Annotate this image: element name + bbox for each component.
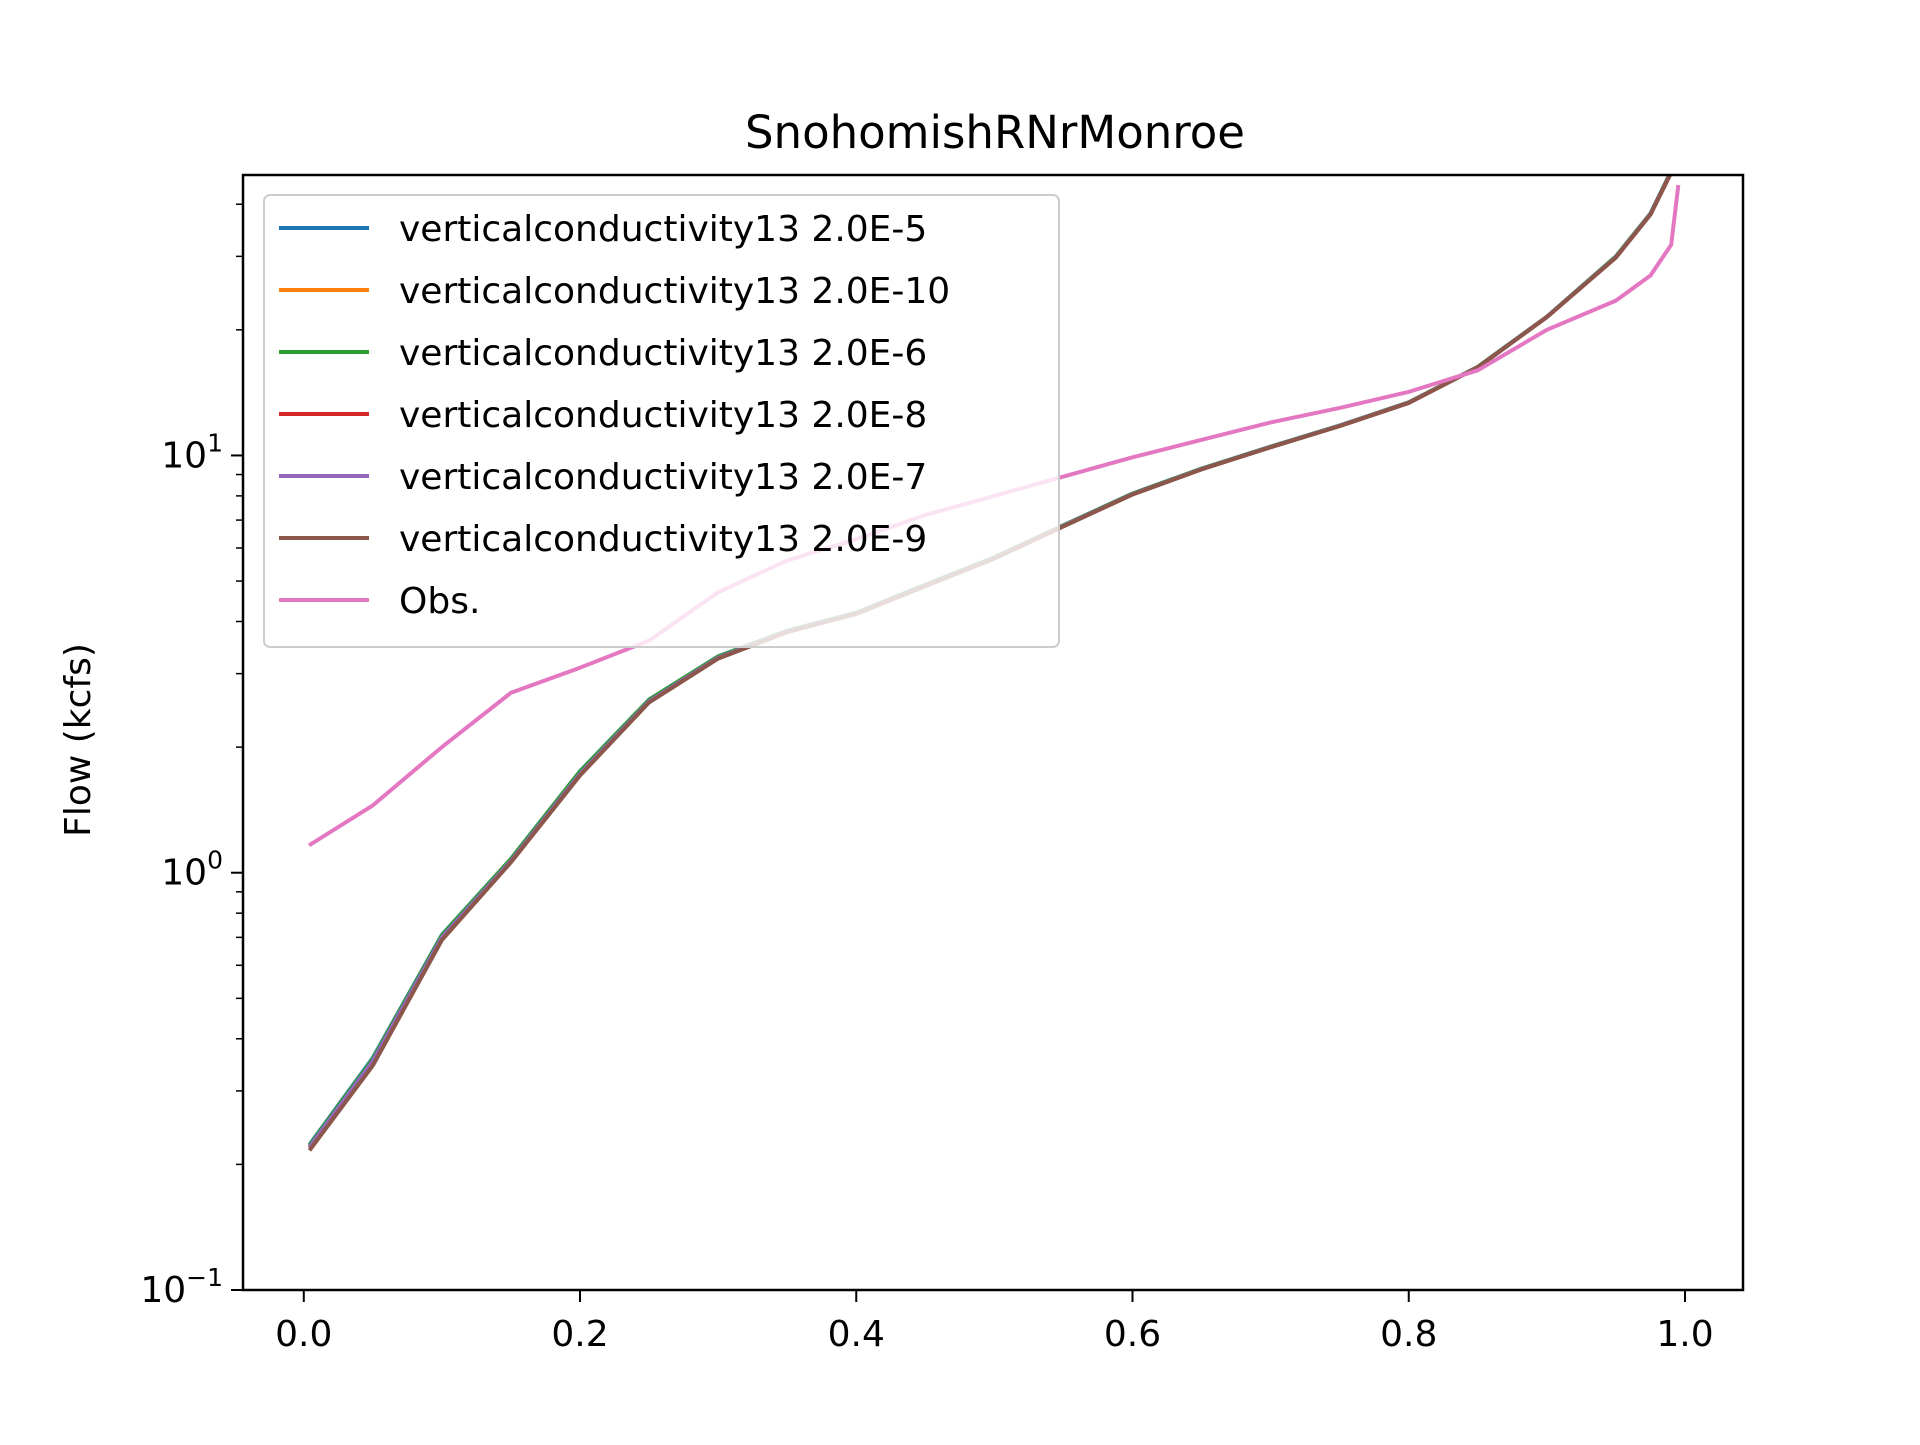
legend: verticalconductivity13 2.0E-5 verticalcon… [263,194,1060,648]
legend-label: Obs. [399,581,480,622]
legend-label: verticalconductivity13 2.0E-5 [399,209,927,250]
x-tick-label: 0.6 [1104,1314,1161,1355]
axes-frame [241,173,1745,1292]
legend-label: verticalconductivity13 2.0E-10 [399,271,950,312]
legend-label: verticalconductivity13 2.0E-8 [399,395,927,436]
chart-title: SnohomishRNrMonroe [745,106,1245,159]
x-tick-label: 0.4 [828,1314,885,1355]
y-axis-label: Flow (kcfs) [58,643,99,837]
x-tick-label: 0.2 [551,1314,608,1355]
series-line-6 [307,184,1681,848]
x-tick-label: 1.0 [1656,1314,1713,1355]
series-line-5 [307,175,1673,1152]
axes: 0.0 0.2 0.4 0.6 0.8 1.0 10−1 100 101 [140,173,1745,1355]
x-tick-label: 0.8 [1380,1314,1437,1355]
legend-box [263,194,1060,648]
legend-label: verticalconductivity13 2.0E-6 [399,333,927,374]
y-tick-label: 101 [161,428,223,476]
legend-label: verticalconductivity13 2.0E-7 [399,457,927,498]
x-tick-label: 0.0 [275,1314,332,1355]
plot-lines [307,175,1681,1152]
y-tick-label: 10−1 [140,1263,223,1311]
y-tick-label: 100 [161,846,223,894]
legend-label: verticalconductivity13 2.0E-9 [399,519,927,560]
